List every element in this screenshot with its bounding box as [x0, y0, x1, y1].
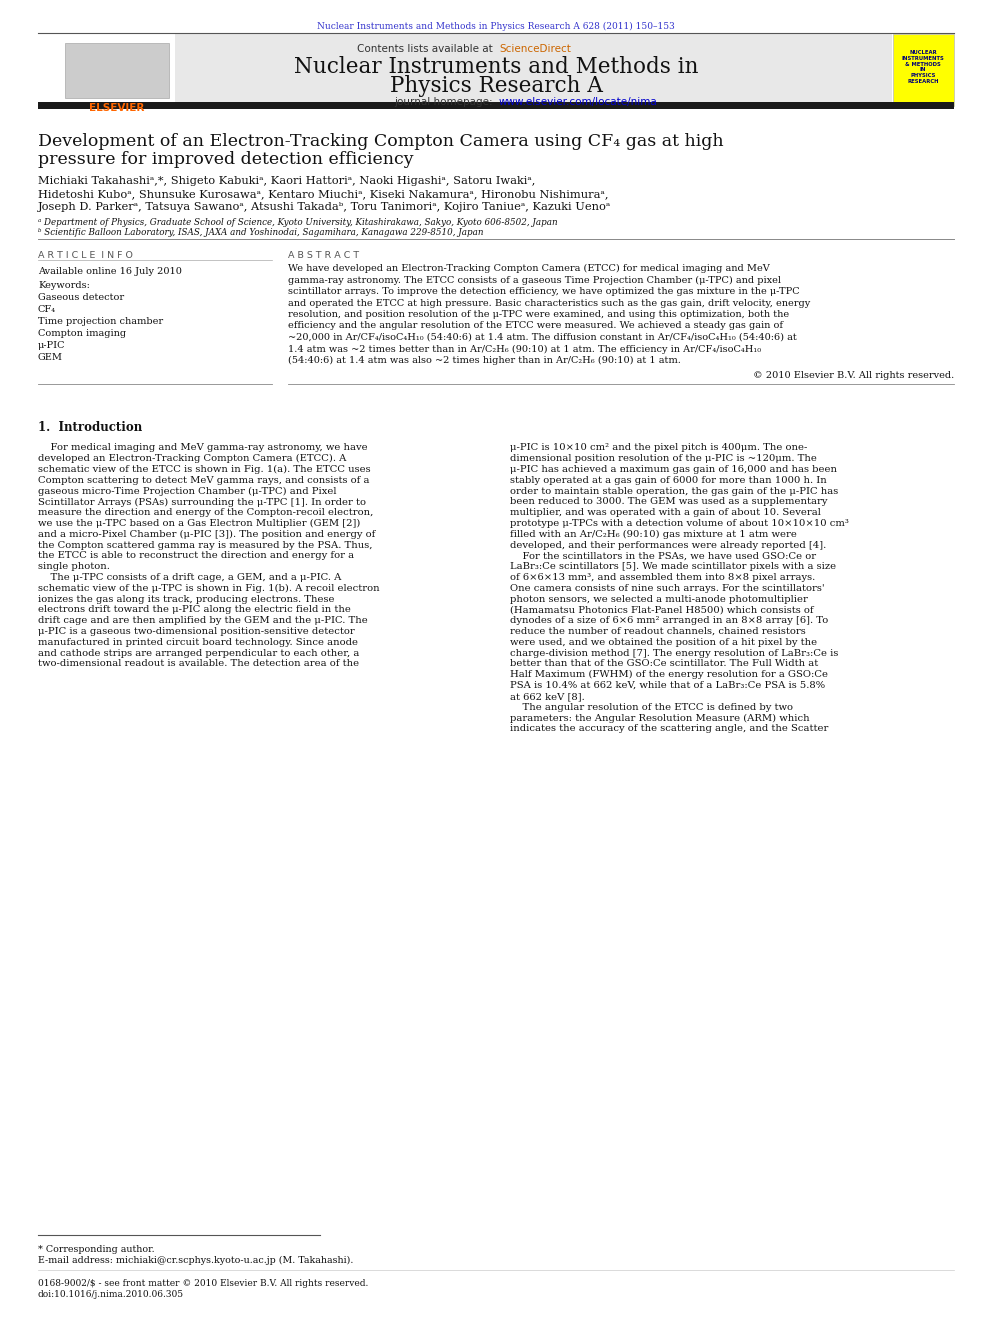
Text: ᵃ Department of Physics, Graduate School of Science, Kyoto University, Kitashira: ᵃ Department of Physics, Graduate School…: [38, 218, 558, 228]
Text: www.elsevier.com/locate/nima: www.elsevier.com/locate/nima: [499, 97, 658, 107]
Text: schematic view of the μ-TPC is shown in Fig. 1(b). A recoil electron: schematic view of the μ-TPC is shown in …: [38, 583, 380, 593]
Text: schematic view of the ETCC is shown in Fig. 1(a). The ETCC uses: schematic view of the ETCC is shown in F…: [38, 466, 371, 474]
Text: and a micro-Pixel Chamber (μ-PIC [3]). The position and energy of: and a micro-Pixel Chamber (μ-PIC [3]). T…: [38, 531, 375, 538]
Text: journal homepage:: journal homepage:: [394, 97, 496, 107]
Bar: [38, 102, 954, 108]
Text: been reduced to 3000. The GEM was used as a supplementary: been reduced to 3000. The GEM was used a…: [510, 497, 827, 507]
Text: Michiaki Takahashiᵃ,*, Shigeto Kabukiᵃ, Kaori Hattoriᵃ, Naoki Higashiᵃ, Satoru I: Michiaki Takahashiᵃ,*, Shigeto Kabukiᵃ, …: [38, 176, 536, 187]
Text: reduce the number of readout channels, chained resistors: reduce the number of readout channels, c…: [510, 627, 806, 636]
Text: ~20,000 in Ar/CF₄/isoC₄H₁₀ (54:40:6) at 1.4 atm. The diffusion constant in Ar/CF: ~20,000 in Ar/CF₄/isoC₄H₁₀ (54:40:6) at …: [288, 333, 797, 343]
Text: Half Maximum (FWHM) of the energy resolution for a GSO:Ce: Half Maximum (FWHM) of the energy resolu…: [510, 671, 828, 680]
Text: CF₄: CF₄: [38, 306, 57, 314]
Text: efficiency and the angular resolution of the ETCC were measured. We achieved a s: efficiency and the angular resolution of…: [288, 321, 783, 331]
Bar: [60, 34, 892, 106]
Text: ELSEVIER: ELSEVIER: [89, 103, 145, 112]
Text: at 662 keV [8].: at 662 keV [8].: [510, 692, 584, 701]
Text: * Corresponding author.: * Corresponding author.: [38, 1245, 155, 1254]
Bar: [60, 34, 175, 106]
Text: (54:40:6) at 1.4 atm was also ~2 times higher than in Ar/C₂H₆ (90:10) at 1 atm.: (54:40:6) at 1.4 atm was also ~2 times h…: [288, 356, 681, 365]
Text: developed an Electron-Tracking Compton Camera (ETCC). A: developed an Electron-Tracking Compton C…: [38, 454, 346, 463]
Text: parameters: the Angular Resolution Measure (ARM) which: parameters: the Angular Resolution Measu…: [510, 713, 809, 722]
Text: of 6×6×13 mm³, and assembled them into 8×8 pixel arrays.: of 6×6×13 mm³, and assembled them into 8…: [510, 573, 815, 582]
Text: A R T I C L E  I N F O: A R T I C L E I N F O: [38, 251, 133, 261]
Text: we use the μ-TPC based on a Gas Electron Multiplier (GEM [2]): we use the μ-TPC based on a Gas Electron…: [38, 519, 360, 528]
Text: pressure for improved detection efficiency: pressure for improved detection efficien…: [38, 151, 414, 168]
Text: resolution, and position resolution of the μ-TPC were examined, and using this o: resolution, and position resolution of t…: [288, 310, 789, 319]
Text: scintillator arrays. To improve the detection efficiency, we have optimized the : scintillator arrays. To improve the dete…: [288, 287, 800, 296]
Text: gaseous micro-Time Projection Chamber (μ-TPC) and Pixel: gaseous micro-Time Projection Chamber (μ…: [38, 487, 336, 496]
Text: A B S T R A C T: A B S T R A C T: [288, 251, 359, 261]
Text: Contents lists available at: Contents lists available at: [357, 44, 496, 54]
Text: For the scintillators in the PSAs, we have used GSO:Ce or: For the scintillators in the PSAs, we ha…: [510, 552, 816, 561]
Text: Development of an Electron-Tracking Compton Camera using CF₄ gas at high: Development of an Electron-Tracking Comp…: [38, 134, 723, 149]
Text: better than that of the GSO:Ce scintillator. The Full Width at: better than that of the GSO:Ce scintilla…: [510, 659, 818, 668]
Text: gamma-ray astronomy. The ETCC consists of a gaseous Time Projection Chamber (μ-T: gamma-ray astronomy. The ETCC consists o…: [288, 275, 781, 284]
Text: ionizes the gas along its track, producing electrons. These: ionizes the gas along its track, produci…: [38, 595, 334, 603]
Text: single photon.: single photon.: [38, 562, 110, 572]
Text: μ-PIC: μ-PIC: [38, 341, 65, 351]
Text: Hidetoshi Kuboᵃ, Shunsuke Kurosawaᵃ, Kentaro Miuchiᵃ, Kiseki Nakamuraᵃ, Hironobu: Hidetoshi Kuboᵃ, Shunsuke Kurosawaᵃ, Ken…: [38, 189, 608, 198]
Text: Physics Research A: Physics Research A: [390, 75, 602, 97]
Text: Keywords:: Keywords:: [38, 280, 90, 290]
Text: the ETCC is able to reconstruct the direction and energy for a: the ETCC is able to reconstruct the dire…: [38, 552, 354, 561]
Text: E-mail address: michiaki@cr.scphys.kyoto-u.ac.jp (M. Takahashi).: E-mail address: michiaki@cr.scphys.kyoto…: [38, 1256, 353, 1265]
Text: Available online 16 July 2010: Available online 16 July 2010: [38, 267, 182, 277]
Text: drift cage and are then amplified by the GEM and the μ-PIC. The: drift cage and are then amplified by the…: [38, 617, 368, 626]
Text: © 2010 Elsevier B.V. All rights reserved.: © 2010 Elsevier B.V. All rights reserved…: [753, 372, 954, 381]
Text: NUCLEAR
INSTRUMENTS
& METHODS
IN
PHYSICS
RESEARCH: NUCLEAR INSTRUMENTS & METHODS IN PHYSICS…: [902, 50, 944, 83]
Text: Nuclear Instruments and Methods in Physics Research A 628 (2011) 150–153: Nuclear Instruments and Methods in Physi…: [317, 22, 675, 32]
Text: the Compton scattered gamma ray is measured by the PSA. Thus,: the Compton scattered gamma ray is measu…: [38, 541, 373, 549]
Text: Compton imaging: Compton imaging: [38, 329, 126, 337]
Text: LaBr₃:Ce scintillators [5]. We made scintillator pixels with a size: LaBr₃:Ce scintillators [5]. We made scin…: [510, 562, 836, 572]
Text: μ-PIC is 10×10 cm² and the pixel pitch is 400μm. The one-: μ-PIC is 10×10 cm² and the pixel pitch i…: [510, 443, 807, 452]
Text: multiplier, and was operated with a gain of about 10. Several: multiplier, and was operated with a gain…: [510, 508, 820, 517]
Text: developed, and their performances were already reported [4].: developed, and their performances were a…: [510, 541, 826, 549]
Text: stably operated at a gas gain of 6000 for more than 1000 h. In: stably operated at a gas gain of 6000 fo…: [510, 476, 826, 486]
Text: measure the direction and energy of the Compton-recoil electron,: measure the direction and energy of the …: [38, 508, 373, 517]
Text: ᵇ Scientific Balloon Laboratory, ISAS, JAXA and Yoshinodai, Sagamihara, Kanagawa: ᵇ Scientific Balloon Laboratory, ISAS, J…: [38, 228, 483, 237]
Text: manufactured in printed circuit board technology. Since anode: manufactured in printed circuit board te…: [38, 638, 358, 647]
Text: Gaseous detector: Gaseous detector: [38, 292, 124, 302]
Text: Scintillator Arrays (PSAs) surrounding the μ-TPC [1]. In order to: Scintillator Arrays (PSAs) surrounding t…: [38, 497, 366, 507]
Text: doi:10.1016/j.nima.2010.06.305: doi:10.1016/j.nima.2010.06.305: [38, 1290, 185, 1299]
Text: ScienceDirect: ScienceDirect: [499, 44, 570, 54]
Text: For medical imaging and MeV gamma-ray astronomy, we have: For medical imaging and MeV gamma-ray as…: [38, 443, 368, 452]
Text: The angular resolution of the ETCC is defined by two: The angular resolution of the ETCC is de…: [510, 703, 793, 712]
Text: prototype μ-TPCs with a detection volume of about 10×10×10 cm³: prototype μ-TPCs with a detection volume…: [510, 519, 849, 528]
Text: filled with an Ar/C₂H₆ (90:10) gas mixture at 1 atm were: filled with an Ar/C₂H₆ (90:10) gas mixtu…: [510, 531, 797, 538]
Text: two-dimensional readout is available. The detection area of the: two-dimensional readout is available. Th…: [38, 659, 359, 668]
Text: 1.4 atm was ~2 times better than in Ar/C₂H₆ (90:10) at 1 atm. The efficiency in : 1.4 atm was ~2 times better than in Ar/C…: [288, 344, 761, 353]
Text: dimensional position resolution of the μ-PIC is ~120μm. The: dimensional position resolution of the μ…: [510, 454, 816, 463]
Bar: [65, 44, 169, 98]
Text: were used, and we obtained the position of a hit pixel by the: were used, and we obtained the position …: [510, 638, 817, 647]
Text: (Hamamatsu Photonics Flat-Panel H8500) which consists of: (Hamamatsu Photonics Flat-Panel H8500) w…: [510, 606, 813, 614]
Text: Joseph D. Parkerᵃ, Tatsuya Sawanoᵃ, Atsushi Takadaᵇ, Toru Tanimoriᵃ, Kojiro Tani: Joseph D. Parkerᵃ, Tatsuya Sawanoᵃ, Atsu…: [38, 202, 611, 212]
Bar: [893, 34, 954, 106]
Text: and cathode strips are arranged perpendicular to each other, a: and cathode strips are arranged perpendi…: [38, 648, 359, 658]
Text: indicates the accuracy of the scattering angle, and the Scatter: indicates the accuracy of the scattering…: [510, 724, 828, 733]
Text: PSA is 10.4% at 662 keV, while that of a LaBr₃:Ce PSA is 5.8%: PSA is 10.4% at 662 keV, while that of a…: [510, 681, 825, 691]
Text: and operated the ETCC at high pressure. Basic characteristics such as the gas ga: and operated the ETCC at high pressure. …: [288, 299, 810, 307]
Text: electrons drift toward the μ-PIC along the electric field in the: electrons drift toward the μ-PIC along t…: [38, 606, 351, 614]
Text: photon sensors, we selected a multi-anode photomultiplier: photon sensors, we selected a multi-anod…: [510, 595, 807, 603]
Text: μ-PIC is a gaseous two-dimensional position-sensitive detector: μ-PIC is a gaseous two-dimensional posit…: [38, 627, 355, 636]
Text: Compton scattering to detect MeV gamma rays, and consists of a: Compton scattering to detect MeV gamma r…: [38, 476, 369, 486]
Text: Nuclear Instruments and Methods in: Nuclear Instruments and Methods in: [294, 56, 698, 78]
Text: μ-PIC has achieved a maximum gas gain of 16,000 and has been: μ-PIC has achieved a maximum gas gain of…: [510, 466, 837, 474]
Text: 0168-9002/$ - see front matter © 2010 Elsevier B.V. All rights reserved.: 0168-9002/$ - see front matter © 2010 El…: [38, 1279, 368, 1289]
Text: The μ-TPC consists of a drift cage, a GEM, and a μ-PIC. A: The μ-TPC consists of a drift cage, a GE…: [38, 573, 341, 582]
Text: order to maintain stable operation, the gas gain of the μ-PIC has: order to maintain stable operation, the …: [510, 487, 838, 496]
Text: dynodes of a size of 6×6 mm² arranged in an 8×8 array [6]. To: dynodes of a size of 6×6 mm² arranged in…: [510, 617, 828, 626]
Text: We have developed an Electron-Tracking Compton Camera (ETCC) for medical imaging: We have developed an Electron-Tracking C…: [288, 265, 770, 273]
Text: Time projection chamber: Time projection chamber: [38, 318, 163, 325]
Text: GEM: GEM: [38, 353, 63, 363]
Text: charge-division method [7]. The energy resolution of LaBr₃:Ce is: charge-division method [7]. The energy r…: [510, 648, 838, 658]
Text: One camera consists of nine such arrays. For the scintillators': One camera consists of nine such arrays.…: [510, 583, 824, 593]
Text: 1.  Introduction: 1. Introduction: [38, 422, 142, 434]
